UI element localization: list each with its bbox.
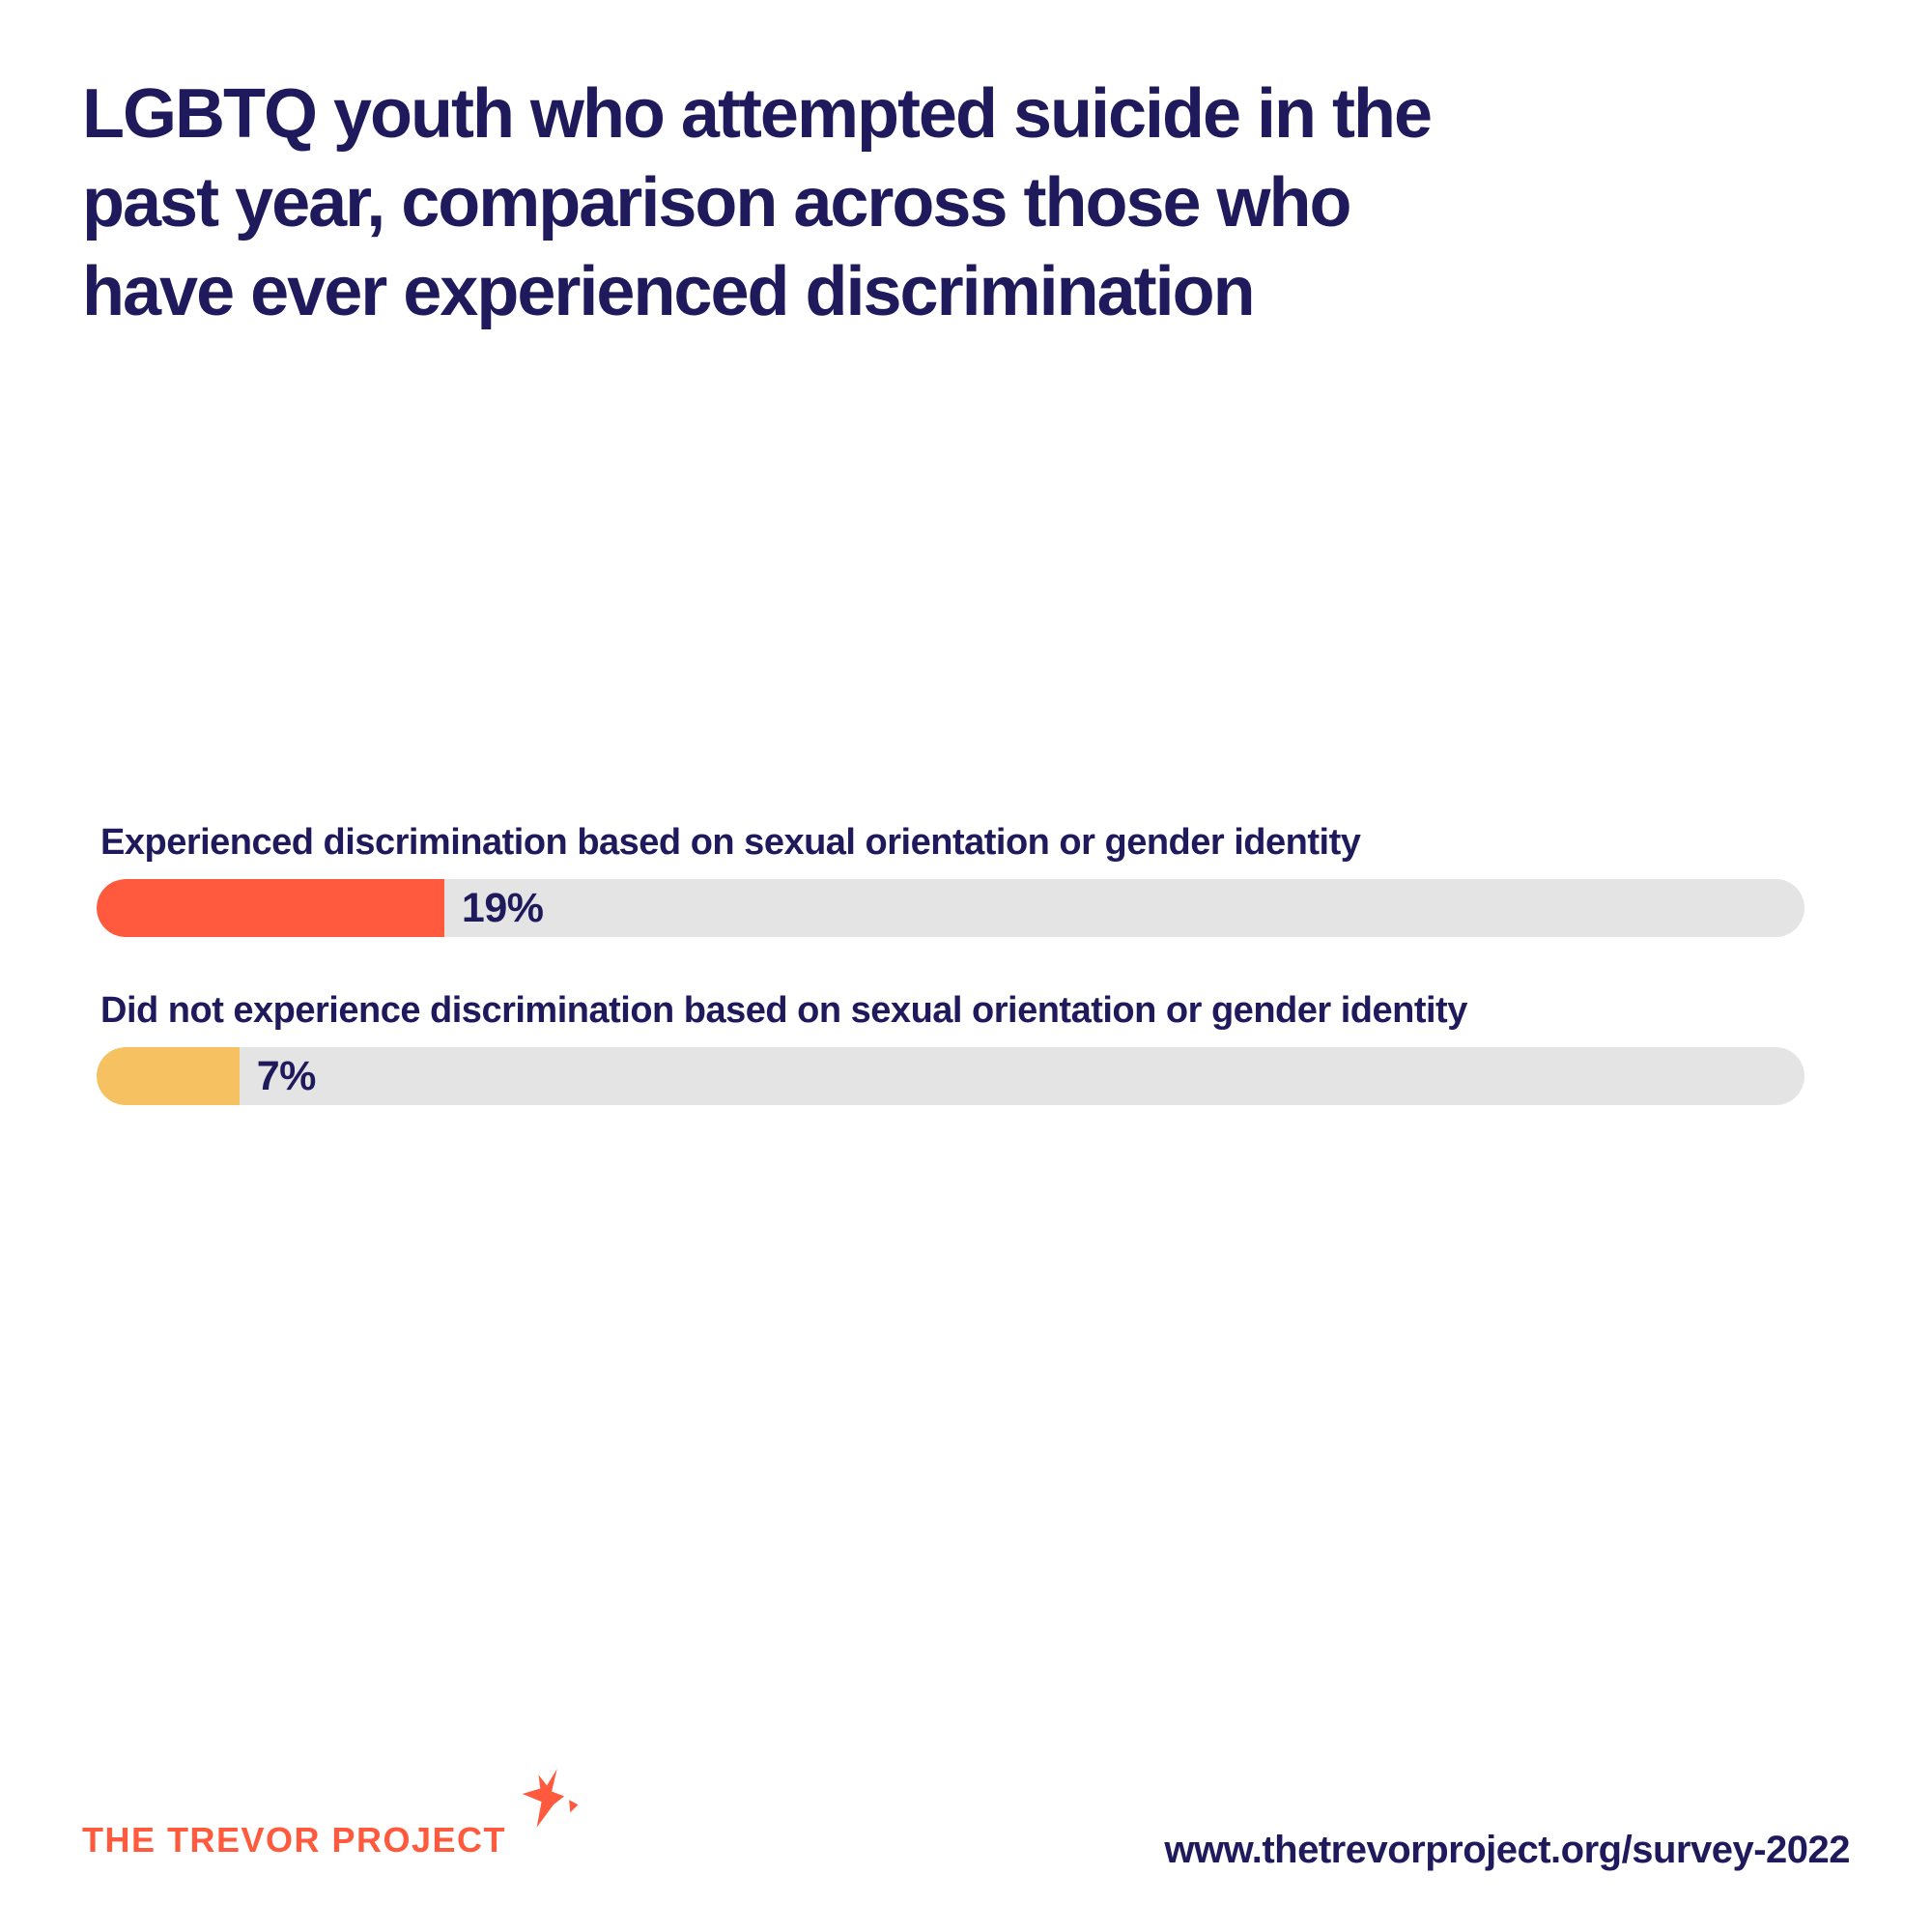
bar-fill	[97, 879, 444, 937]
bar-row-no-discrimination: Did not experience discrimination based …	[97, 987, 1804, 1105]
trevor-project-logo: THE TREVOR PROJECT	[82, 1769, 579, 1861]
title-line-3: have ever experienced discrimination	[82, 253, 1256, 330]
bar-label: Did not experience discrimination based …	[100, 990, 1467, 1031]
page-title: LGBTQ youth who attempted suicide in the…	[82, 70, 1531, 336]
logo-text: THE TREVOR PROJECT	[82, 1820, 507, 1860]
bar-label: Experienced discrimination based on sexu…	[100, 822, 1361, 863]
bar-value: 7%	[256, 1052, 317, 1099]
star-icon	[522, 1769, 579, 1828]
title-line-1: LGBTQ youth who attempted suicide in the	[82, 75, 1433, 153]
bar-track: 7%	[97, 1047, 1804, 1105]
title-line-2: past year, comparison across those who	[82, 164, 1352, 242]
bar-row-experienced-discrimination: Experienced discrimination based on sexu…	[97, 819, 1804, 937]
bar-value: 19%	[461, 884, 544, 931]
footer-url: www.thetrevorproject.org/survey-2022	[1164, 1829, 1850, 1871]
bar-track: 19%	[97, 879, 1804, 937]
bar-fill	[97, 1047, 240, 1105]
